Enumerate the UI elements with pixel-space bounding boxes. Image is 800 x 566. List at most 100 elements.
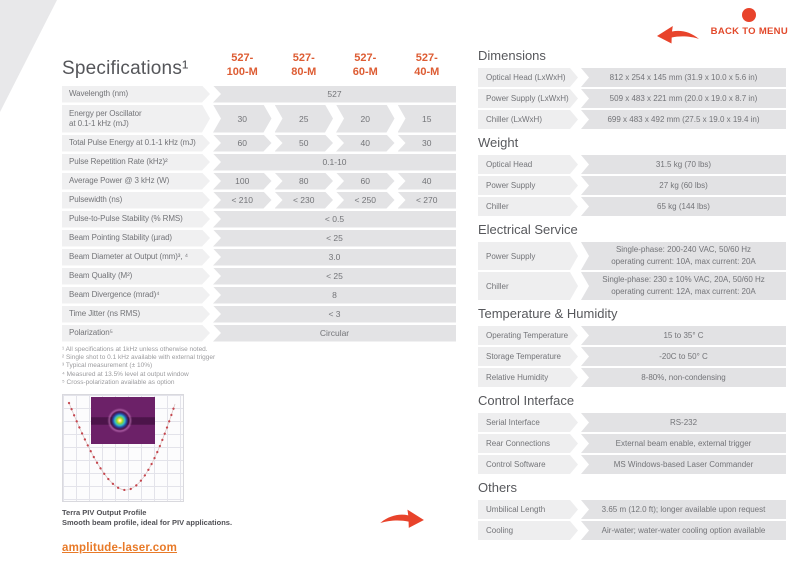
spec-value: MS Windows-based Laser Commander [581, 455, 786, 474]
spec-value: 8-80%, non-condensing [581, 368, 786, 387]
spec-label: Optical Head [478, 155, 578, 174]
footnote: ¹ All specifications at 1kHz unless othe… [62, 345, 208, 353]
spec-value: < 250 [336, 192, 395, 209]
back-to-menu-label: BACK TO MENU [710, 26, 788, 37]
spec-value: Circular [213, 324, 456, 342]
spec-table-header: Specifications¹ 527- 100-M 527- 80-M 527- … [62, 46, 456, 80]
section-title: Weight [478, 135, 519, 150]
table-row: Optical Head 31.5 kg (70 lbs) [478, 155, 786, 174]
spec-values: < 210 < 230 < 250 < 270 [213, 191, 456, 209]
spec-value: Single-phase: 230 ± 10% VAC, 20A, 50/60 … [581, 272, 786, 300]
spec-label: Beam Diameter at Output (mm)³, ⁴ [62, 249, 210, 266]
table-row: Umbilical Length 3.65 m (12.0 ft); longer… [478, 500, 786, 519]
spec-value: 60 [213, 135, 272, 152]
spec-value: 27 kg (60 lbs) [581, 176, 786, 195]
section-title: Electrical Service [478, 222, 578, 237]
spec-value: 15 [397, 104, 456, 133]
spec-label: Chiller [478, 272, 578, 300]
spec-label: Power Supply [478, 242, 578, 270]
spec-values: < 0.5 [213, 210, 456, 228]
spec-values: < 25 [213, 229, 456, 247]
output-profile-figure [62, 393, 184, 502]
spec-label: Time Jitter (ns RMS) [62, 306, 210, 323]
spec-label: Wavelength (nm) [62, 86, 210, 103]
spec-value: < 210 [213, 192, 272, 209]
back-to-menu-label-group: BACK TO MENU [711, 8, 788, 37]
output-profile-plot [67, 401, 177, 491]
details-panel: Dimensions Optical Head (LxWxH) 812 x 254 … [478, 48, 786, 546]
footnote: ³ Typical measurement (± 10%) [62, 362, 153, 370]
spec-value: 3.0 [213, 248, 456, 266]
spec-values: 527 [213, 85, 456, 103]
spec-section: Electrical Service Power Supply Single-pha… [478, 222, 786, 300]
spec-value: 0.1-10 [213, 153, 456, 171]
spec-value: External beam enable, external trigger [581, 434, 786, 453]
table-row: Average Power @ 3 kHz (W) 100 80 60 40 [62, 172, 456, 190]
spec-value: 25 [275, 105, 334, 133]
spec-label: Power Supply [478, 176, 578, 195]
section-title: Dimensions [478, 48, 546, 63]
back-to-menu-button[interactable]: BACK TO MENU [655, 8, 788, 48]
spec-value: RS-232 [581, 413, 786, 432]
spec-value: < 3 [213, 305, 456, 323]
table-row: Optical Head (LxWxH) 812 x 254 x 145 mm (… [478, 68, 786, 87]
spec-value: 20 [336, 105, 395, 133]
column-header: 527- 80-M [291, 52, 317, 78]
spec-values: 3.0 [213, 248, 456, 266]
next-page-arrow[interactable] [378, 505, 426, 533]
spec-value: < 270 [397, 191, 456, 209]
spec-section: Weight Optical Head 31.5 kg (70 lbs) Power … [478, 135, 786, 216]
spec-values: 30 25 20 15 [213, 104, 456, 133]
spec-values: < 3 [213, 305, 456, 323]
table-row: Beam Diameter at Output (mm)³, ⁴ 3.0 [62, 248, 456, 266]
model-column-headers: 527- 100-M 527- 80-M 527- 60-M 527- 40-M [213, 52, 456, 80]
spec-section: Control Interface Serial Interface RS-232 R… [478, 393, 786, 474]
table-row: Power Supply Single-phase: 200-240 VAC, 5… [478, 242, 786, 270]
spec-value: 100 [213, 173, 272, 190]
spec-value: < 230 [275, 192, 334, 209]
figure-caption: Terra PIV Output Profile Smooth beam pro… [62, 508, 282, 528]
spec-label: Chiller (LxWxH) [478, 110, 578, 129]
spec-label: Pulse-to-Pulse Stability (% RMS) [62, 211, 210, 228]
section-title: Temperature & Humidity [478, 306, 618, 321]
spec-label: Total Pulse Energy at 0.1-1 kHz (mJ) [62, 135, 210, 152]
spec-value: Single-phase: 200-240 VAC, 50/60 Hz oper… [581, 242, 786, 270]
table-row: Operating Temperature 15 to 35° C [478, 326, 786, 345]
table-row: Pulse Repetition Rate (kHz)² 0.1-10 [62, 153, 456, 171]
spec-value: 60 [336, 173, 395, 190]
spec-values: 60 50 40 30 [213, 134, 456, 152]
spec-value: 15 to 35° C [581, 326, 786, 345]
figure-caption-title: Terra PIV Output Profile [62, 507, 147, 517]
table-row: Power Supply 27 kg (60 lbs) [478, 176, 786, 195]
corner-decoration [0, 0, 57, 112]
table-row: Time Jitter (ns RMS) < 3 [62, 305, 456, 323]
spec-label: Serial Interface [478, 413, 578, 432]
page-title: Specifications¹ [62, 57, 189, 79]
table-row: Beam Divergence (mrad)⁴ 8 [62, 286, 456, 304]
spec-values: Circular [213, 324, 456, 342]
spec-section: Dimensions Optical Head (LxWxH) 812 x 254 … [478, 48, 786, 129]
section-title: Others [478, 480, 518, 495]
specifications-panel: Specifications¹ 527- 100-M 527- 80-M 527- … [62, 46, 456, 528]
red-dot-icon [742, 8, 757, 22]
spec-values: 8 [213, 286, 456, 304]
spec-value: 65 kg (144 lbs) [581, 197, 786, 216]
spec-value: 8 [213, 286, 456, 304]
spec-value: 509 x 483 x 221 mm (20.0 x 19.0 x 8.7 in… [581, 89, 786, 108]
spec-value: 80 [275, 173, 334, 190]
section-title: Control Interface [478, 393, 575, 408]
spec-label: Pulsewidth (ns) [62, 192, 210, 209]
table-row: Beam Quality (M²) < 25 [62, 267, 456, 285]
table-row: Storage Temperature -20C to 50° C [478, 347, 786, 366]
spec-label: Cooling [478, 521, 578, 540]
spec-label: Rear Connections [478, 434, 578, 453]
spec-label: Operating Temperature [478, 326, 578, 345]
table-row: Chiller Single-phase: 230 ± 10% VAC, 20A,… [478, 272, 786, 300]
website-link[interactable]: amplitude-laser.com [62, 542, 178, 554]
footnote: ⁴ Measured at 13.5% level at output wind… [62, 370, 189, 378]
footnote: ² Single shot to 0.1 kHz available with … [62, 353, 216, 361]
table-row: Serial Interface RS-232 [478, 413, 786, 432]
spec-value: < 0.5 [213, 210, 456, 228]
spec-values: 0.1-10 [213, 153, 456, 171]
